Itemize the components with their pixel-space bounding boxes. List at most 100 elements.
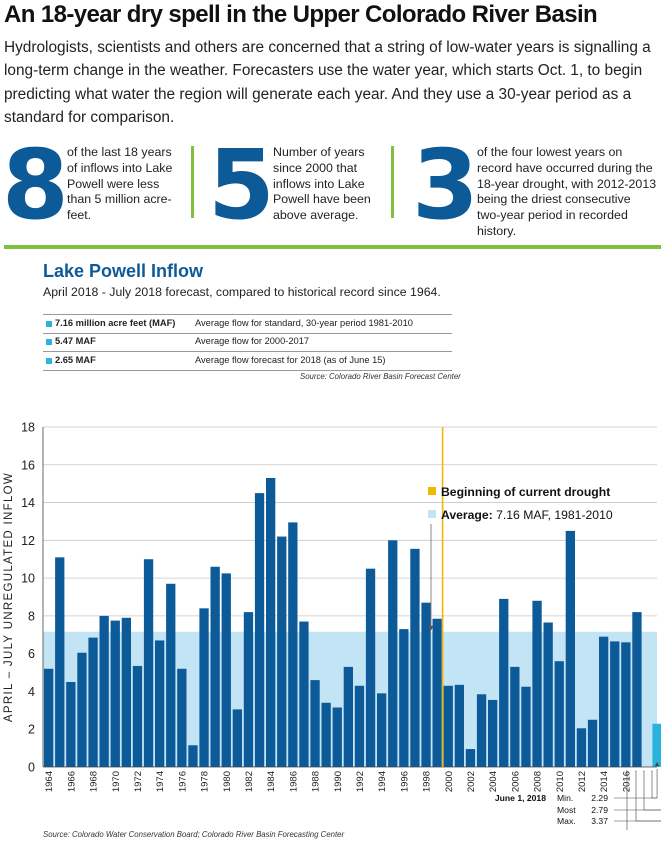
bar-layer (44, 478, 661, 767)
y-tick-label: 12 (21, 534, 35, 548)
bar-1979 (210, 566, 220, 767)
x-tick-label: 1990 (333, 771, 344, 792)
average-legend-value: 7.16 MAF, 1981-2010 (496, 508, 613, 522)
bar-1991 (343, 666, 353, 767)
bar-2001 (454, 684, 464, 767)
bar-1992 (354, 685, 365, 767)
bar-1988 (310, 680, 320, 767)
forecast-value: 2.64 (591, 828, 608, 830)
bar-1989 (321, 702, 331, 767)
stat-text-3: of the four lowest years on record have … (477, 145, 657, 238)
x-tick-label: 2008 (533, 771, 544, 792)
legend-row: 2.65 MAF Average flow forecast for 2018 … (43, 352, 452, 371)
bar-1978 (199, 608, 209, 767)
bar-2016 (621, 642, 631, 767)
legend-source: Source: Colorado River Basin Forecast Ce… (300, 372, 461, 381)
x-tick-label: 2012 (577, 771, 588, 792)
bar-1965 (55, 557, 65, 767)
forecast-label: Max. (557, 816, 576, 826)
bar-1970 (110, 620, 120, 767)
bar-1974 (155, 640, 165, 767)
forecast-connector (651, 769, 658, 799)
y-axis-label: APRIL – JULY UNREGULATED INFLOW (3, 472, 15, 722)
forecast-date: June 1, 2018 (495, 793, 546, 803)
bar-1964 (44, 668, 54, 767)
bar-1968 (88, 637, 98, 767)
bar-1986 (288, 522, 298, 767)
average-legend-swatch (428, 510, 436, 518)
bar-1987 (299, 621, 309, 767)
bar-2014 (599, 636, 609, 767)
bar-1994 (377, 693, 387, 767)
bar-1981 (232, 709, 242, 767)
y-tick-label: 16 (21, 458, 35, 472)
bar-1998 (421, 602, 431, 767)
forecast-label: Most (557, 805, 576, 815)
annotation-layer: Beginning of current drought Average: 7.1… (428, 427, 661, 830)
x-tick-label: 1994 (377, 771, 388, 792)
y-tick-label: 6 (28, 647, 35, 661)
x-tick-label: 1964 (44, 771, 55, 792)
chart-title: Lake Powell Inflow (43, 261, 204, 281)
y-tick-label: 4 (28, 685, 35, 699)
bar-1997 (410, 548, 420, 767)
average-legend-label: Average: (441, 508, 496, 522)
bar-1996 (399, 629, 409, 767)
forecast-connector (626, 770, 628, 830)
bar-1999 (432, 618, 442, 767)
y-tick-label: 14 (21, 496, 35, 510)
x-tick-label: 1970 (111, 771, 122, 792)
stat-text-2: Number of years since 2000 that inflows … (273, 145, 371, 223)
axis-layer: 0 2 4 6 8 10 12 14 16 18 1964 1966 1968 1970 1972 1974 1… (3, 421, 657, 792)
stat-divider (191, 146, 194, 218)
bar-1982 (243, 612, 254, 767)
x-tick-label: 2002 (466, 771, 477, 792)
headline: An 18-year dry spell in the Upper Colora… (4, 1, 598, 28)
x-tick-label: 1984 (266, 771, 277, 792)
bar-1971 (121, 617, 131, 767)
y-tick-label: 0 (28, 761, 35, 775)
forecast-value: 2.79 (591, 805, 608, 815)
chart-subtitle: April 2018 - July 2018 forecast, compare… (43, 285, 441, 299)
bar-1983 (254, 493, 265, 767)
drought-legend-swatch (428, 487, 436, 495)
x-tick-label: 1966 (66, 771, 77, 792)
forecast-marker (654, 762, 660, 766)
stat-divider (391, 146, 394, 218)
inflow-bar-chart: 0 2 4 6 8 10 12 14 16 18 1964 1966 1968 1970 1972 1974 1… (3, 421, 661, 830)
x-tick-label: 1968 (89, 771, 100, 792)
x-tick-label: 2006 (510, 771, 521, 792)
x-tick-label: 1974 (155, 771, 166, 792)
intro-text: Hydrologists, scientists and others are … (4, 39, 651, 127)
bar-1973 (143, 559, 154, 767)
bar-1993 (365, 568, 376, 767)
x-tick-label: 1982 (244, 771, 255, 792)
legend-swatch (46, 321, 52, 327)
bar-2000 (443, 685, 453, 767)
bar-2012 (576, 728, 587, 767)
y-tick-label: 10 (21, 572, 35, 586)
bar-2004 (488, 699, 498, 767)
bar-1966 (66, 682, 76, 767)
legend-swatch (46, 339, 52, 345)
x-tick-label: 1988 (311, 771, 322, 792)
average-pointer-arrow (428, 625, 434, 631)
x-tick-label: 1986 (288, 771, 299, 792)
bar-1969 (99, 615, 109, 767)
stat-text-1: of the last 18 years of inflows into Lak… (67, 145, 173, 223)
bar-2015 (610, 641, 620, 767)
legend-description: Average flow for 2000-2017 (195, 336, 310, 346)
bar-1976 (177, 668, 187, 767)
x-tick-label: 1980 (222, 771, 233, 792)
forecast-value: 2.29 (591, 793, 608, 803)
drought-legend-label: Beginning of current drought (441, 485, 610, 499)
x-tick-label: 1976 (177, 771, 188, 792)
x-tick-label: 2010 (555, 771, 566, 792)
bar-2013 (587, 719, 598, 767)
section-rule (4, 245, 661, 249)
bar-2006 (510, 666, 520, 767)
x-tick-label: 2014 (599, 771, 610, 792)
bar-1980 (221, 573, 231, 767)
bar-1972 (132, 665, 143, 767)
bar-1990 (332, 707, 342, 767)
